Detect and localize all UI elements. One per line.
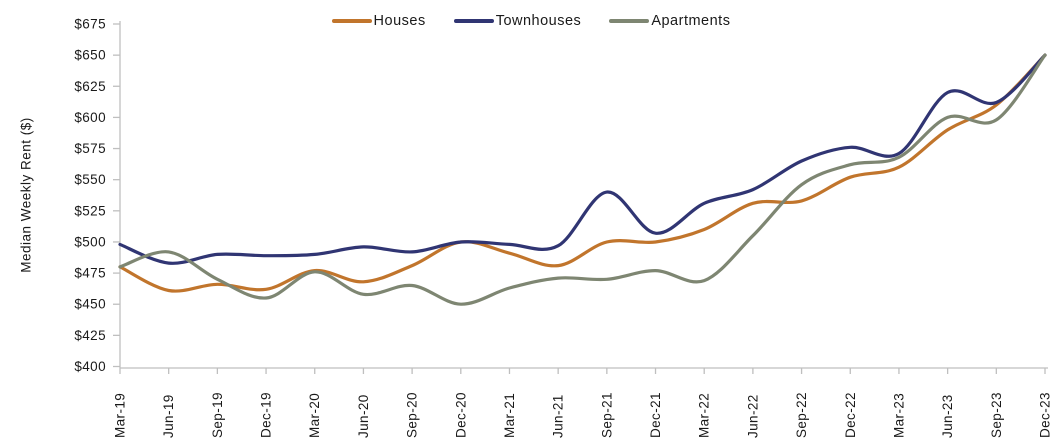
x-tick-label-Jun-23: Jun-23	[940, 394, 955, 438]
y-tick-label-425: $425	[74, 328, 106, 343]
x-tick-label-Mar-21: Mar-21	[502, 393, 517, 438]
y-tick-label-650: $650	[74, 48, 106, 63]
y-tick-label-675: $675	[74, 17, 106, 32]
x-tick-label-Mar-23: Mar-23	[891, 393, 906, 438]
x-tick-label-Jun-19: Jun-19	[161, 394, 176, 438]
x-tick-label-Sep-22: Sep-22	[794, 392, 809, 438]
x-tick-label-Jun-21: Jun-21	[551, 394, 566, 438]
x-tick-label-Dec-19: Dec-19	[259, 392, 274, 438]
series-line-townhouses	[118, 53, 1047, 265]
y-tick-label-500: $500	[74, 234, 106, 249]
x-tick-label-Mar-20: Mar-20	[307, 393, 322, 438]
x-tick-label-Jun-22: Jun-22	[745, 394, 760, 438]
y-tick-label-400: $400	[74, 359, 106, 374]
series-line-apartments	[118, 53, 1047, 306]
series-line-houses	[118, 53, 1047, 293]
y-axis-title: Median Weekly Rent ($)	[18, 117, 34, 273]
x-tick-label-Sep-21: Sep-21	[599, 392, 614, 438]
y-tick-label-450: $450	[74, 297, 106, 312]
x-tick-label-Sep-19: Sep-19	[210, 392, 225, 438]
x-tick-label-Sep-23: Sep-23	[989, 392, 1004, 438]
y-tick-label-600: $600	[74, 110, 106, 125]
y-tick-label-525: $525	[74, 203, 106, 218]
x-tick-label-Jun-20: Jun-20	[356, 394, 371, 438]
x-tick-label-Mar-22: Mar-22	[697, 393, 712, 438]
x-tick-label-Dec-22: Dec-22	[843, 392, 858, 438]
y-tick-label-475: $475	[74, 266, 106, 281]
y-tick-label-550: $550	[74, 172, 106, 187]
y-tick-label-575: $575	[74, 141, 106, 156]
x-tick-label-Mar-19: Mar-19	[113, 393, 128, 438]
x-tick-label-Dec-23: Dec-23	[1038, 392, 1053, 438]
x-tick-label-Sep-20: Sep-20	[405, 392, 420, 438]
y-tick-label-625: $625	[74, 79, 106, 94]
x-tick-label-Dec-20: Dec-20	[453, 392, 468, 438]
x-tick-label-Dec-21: Dec-21	[648, 392, 663, 438]
